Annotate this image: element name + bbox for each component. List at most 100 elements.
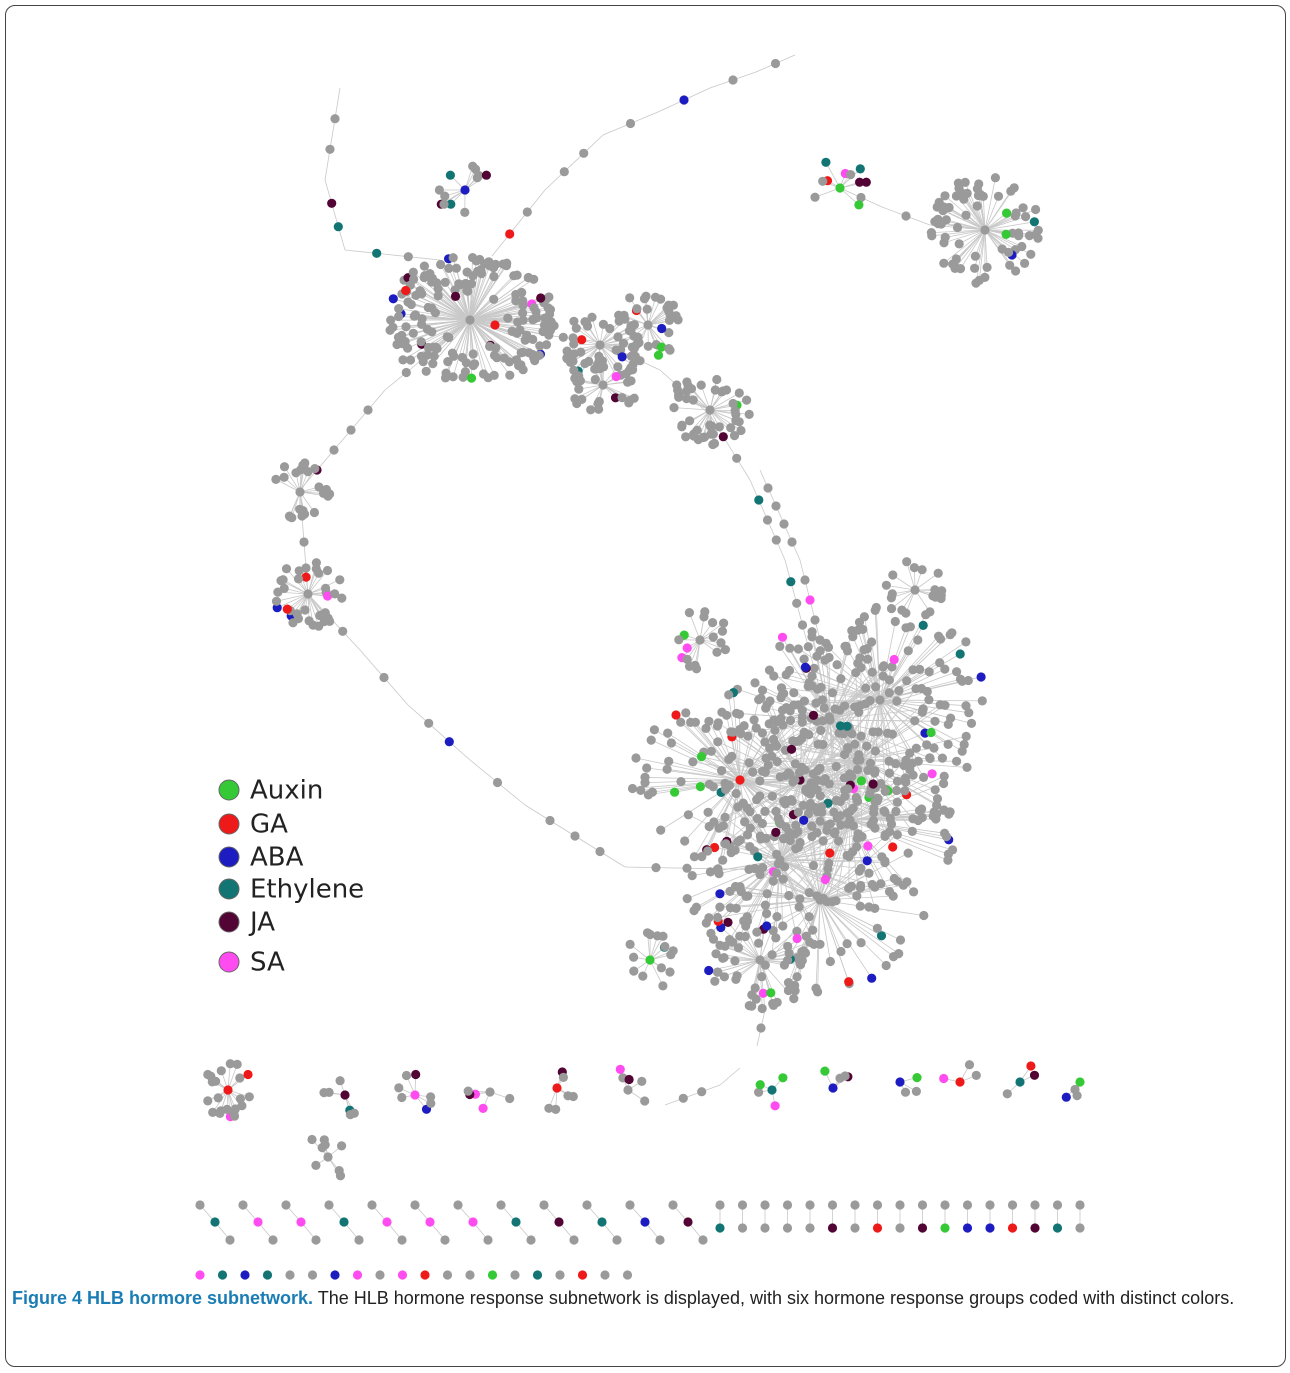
edge [686, 391, 711, 411]
node [710, 842, 720, 853]
edge [874, 699, 881, 774]
node [314, 568, 324, 578]
node [719, 618, 729, 628]
node [397, 1270, 408, 1280]
node [210, 1217, 220, 1227]
node [433, 284, 443, 294]
node [980, 272, 990, 282]
node [756, 1023, 766, 1033]
edge [819, 899, 850, 982]
node [697, 852, 707, 862]
node [771, 933, 781, 943]
node [511, 289, 521, 300]
node [1052, 1200, 1063, 1210]
node [855, 177, 865, 187]
node [876, 779, 886, 789]
node [803, 809, 814, 819]
node [752, 927, 762, 937]
node [784, 665, 795, 676]
node [820, 1066, 830, 1076]
node [1006, 186, 1016, 196]
edge [960, 229, 986, 269]
node [223, 1085, 233, 1095]
node [705, 420, 715, 430]
node [483, 1235, 493, 1245]
node [783, 978, 794, 988]
edge [891, 589, 916, 609]
node [940, 1223, 950, 1233]
node [847, 772, 857, 782]
node [835, 1073, 845, 1083]
node [810, 802, 820, 813]
edge [722, 957, 761, 961]
edge [624, 866, 657, 868]
node [930, 716, 940, 726]
node [397, 330, 407, 340]
edge [759, 916, 778, 961]
edge [879, 699, 897, 791]
node [429, 351, 439, 361]
edge [469, 319, 489, 378]
node [911, 743, 921, 753]
node [751, 723, 761, 733]
edge [460, 284, 471, 321]
edge [984, 215, 1016, 231]
edge [717, 868, 750, 870]
node [208, 1107, 218, 1117]
node [770, 58, 781, 69]
node [728, 75, 738, 85]
edge [819, 833, 859, 901]
node [468, 271, 478, 281]
node [639, 294, 650, 304]
edge [419, 290, 471, 321]
edge [411, 304, 471, 321]
edge [549, 820, 576, 837]
node [572, 398, 582, 409]
edge [879, 699, 911, 754]
node [939, 258, 949, 268]
node [422, 324, 432, 334]
node [410, 1090, 420, 1100]
node [895, 935, 906, 945]
node [731, 974, 741, 985]
node [811, 698, 821, 708]
node [720, 645, 731, 655]
node [299, 537, 309, 547]
edge [984, 221, 1035, 231]
node [334, 1166, 344, 1176]
node [824, 858, 834, 868]
node [511, 1217, 521, 1227]
edge [717, 899, 821, 918]
node [867, 973, 877, 983]
node [327, 198, 337, 208]
node [688, 757, 698, 767]
caption: Figure 4 HLB hormore subnetwork. The HLB… [12, 1286, 1262, 1310]
node [340, 1090, 350, 1100]
node [811, 983, 821, 993]
node [632, 304, 642, 314]
node [827, 688, 838, 698]
node [310, 464, 320, 474]
node [299, 461, 309, 471]
node [878, 662, 888, 672]
node [807, 627, 817, 637]
node [856, 192, 866, 203]
node [440, 373, 451, 383]
node [730, 956, 740, 966]
node [789, 688, 799, 698]
edge [709, 399, 747, 411]
node [638, 971, 648, 981]
node [932, 794, 943, 804]
node [594, 404, 604, 414]
node [768, 876, 778, 886]
edge [859, 700, 871, 761]
node [852, 842, 862, 852]
node [681, 432, 691, 442]
node [940, 1200, 950, 1210]
node [888, 570, 898, 580]
node [982, 262, 992, 272]
node [976, 672, 986, 682]
node [952, 222, 963, 233]
edge [572, 344, 601, 362]
edge [906, 561, 916, 591]
